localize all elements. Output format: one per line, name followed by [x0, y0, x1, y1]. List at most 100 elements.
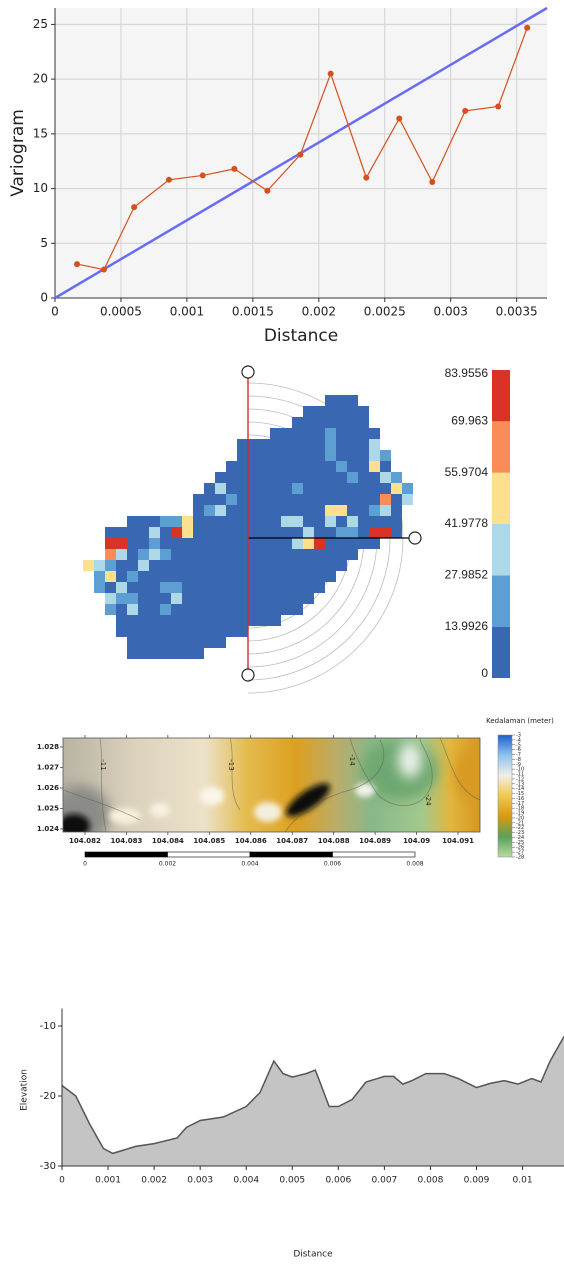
heatmap-cell — [347, 439, 358, 450]
heatmap-cell — [149, 571, 160, 582]
heatmap-cell — [226, 472, 237, 483]
heatmap-cell — [237, 450, 248, 461]
x-tick-label: 104.082 — [69, 837, 101, 845]
heatmap-cell — [182, 571, 193, 582]
heatmap-cell — [336, 527, 347, 538]
heatmap-cell — [303, 417, 314, 428]
heatmap-cell — [248, 604, 259, 615]
heatmap-cell — [281, 593, 292, 604]
heatmap-cell — [281, 549, 292, 560]
heatmap-cell — [116, 615, 127, 626]
heatmap-cell — [127, 637, 138, 648]
heatmap-cell — [325, 516, 336, 527]
heatmap-cell — [171, 626, 182, 637]
heatmap-cell — [281, 494, 292, 505]
colorbar-label: 69.963 — [451, 414, 488, 428]
x-tick-label: 104.087 — [276, 837, 308, 845]
heatmap-cell — [391, 505, 402, 516]
heatmap-cell — [369, 461, 380, 472]
heatmap-cell — [160, 626, 171, 637]
heatmap-cell — [303, 406, 314, 417]
heatmap-cell — [105, 560, 116, 571]
heatmap-cell — [237, 516, 248, 527]
heatmap-cell — [314, 439, 325, 450]
heatmap-cell — [259, 461, 270, 472]
y-tick-label: 25 — [33, 17, 48, 31]
heatmap-cell — [215, 637, 226, 648]
y-tick-label: 1.026 — [37, 784, 59, 792]
heatmap-cell — [281, 582, 292, 593]
heatmap-cell — [171, 648, 182, 659]
heatmap-cell — [270, 461, 281, 472]
heatmap-cell — [358, 505, 369, 516]
heatmap-cell — [127, 538, 138, 549]
heatmap-cell — [105, 582, 116, 593]
heatmap-cell — [259, 560, 270, 571]
heatmap-cell — [226, 483, 237, 494]
x-tick-label: 0.0015 — [232, 305, 274, 319]
heatmap-cell — [314, 582, 325, 593]
contour-label: -11 — [99, 759, 107, 770]
heatmap-cell — [281, 439, 292, 450]
heatmap-cell — [171, 527, 182, 538]
heatmap-cell — [248, 505, 259, 516]
colorbar-label: 41.9778 — [445, 516, 489, 530]
heatmap-cell — [171, 516, 182, 527]
heatmap-cell — [105, 571, 116, 582]
heatmap-cell — [127, 549, 138, 560]
colorbar-title: Kedalaman (meter) — [486, 717, 554, 725]
heatmap-cell — [105, 538, 116, 549]
heatmap-cell — [215, 472, 226, 483]
heatmap-cell — [248, 439, 259, 450]
heatmap-cell — [237, 538, 248, 549]
heatmap-cell — [226, 516, 237, 527]
heatmap-cell — [336, 461, 347, 472]
heatmap-cell — [237, 505, 248, 516]
heatmap-cell — [149, 604, 160, 615]
heatmap-cell — [259, 516, 270, 527]
heatmap-cell — [270, 494, 281, 505]
heatmap-cell — [94, 571, 105, 582]
y-tick-label: 1.024 — [37, 825, 59, 833]
heatmap-cell — [127, 604, 138, 615]
heatmap-cell — [226, 604, 237, 615]
heatmap-cell — [314, 516, 325, 527]
heatmap-cell — [314, 494, 325, 505]
heatmap-cell — [314, 428, 325, 439]
heatmap-cell — [314, 406, 325, 417]
heatmap-cell — [182, 560, 193, 571]
heatmap-cell — [193, 615, 204, 626]
heatmap-cell — [138, 593, 149, 604]
heatmap-cell — [281, 516, 292, 527]
heatmap-cell — [127, 593, 138, 604]
heatmap-cell — [303, 560, 314, 571]
scalebar-segment — [85, 852, 168, 857]
scalebar-label: 0.006 — [324, 861, 341, 868]
heatmap-cell — [270, 439, 281, 450]
heatmap-cell — [336, 549, 347, 560]
heatmap-cell — [149, 615, 160, 626]
heatmap-cell — [193, 626, 204, 637]
heatmap-cell — [149, 582, 160, 593]
heatmap-cell — [369, 439, 380, 450]
heatmap-cell — [182, 593, 193, 604]
y-axis-label: Elevation — [20, 1069, 30, 1111]
heatmap-cell — [226, 615, 237, 626]
x-tick-label: 0.004 — [233, 1176, 259, 1186]
heatmap-cell — [182, 626, 193, 637]
heatmap-cell — [226, 571, 237, 582]
heatmap-cell — [127, 527, 138, 538]
heatmap-cell — [160, 615, 171, 626]
x-tick-label: 104.086 — [235, 837, 267, 845]
colorbar-band — [492, 524, 510, 575]
heatmap-cell — [127, 571, 138, 582]
x-tick-label: 0.002 — [302, 305, 336, 319]
heatmap-cell — [325, 560, 336, 571]
heatmap-cell — [314, 538, 325, 549]
heatmap-cell — [281, 571, 292, 582]
heatmap-cell — [314, 571, 325, 582]
heatmap-cell — [237, 483, 248, 494]
heatmap-cell — [369, 538, 380, 549]
x-tick-label: 0.003 — [434, 305, 468, 319]
heatmap-cell — [259, 494, 270, 505]
